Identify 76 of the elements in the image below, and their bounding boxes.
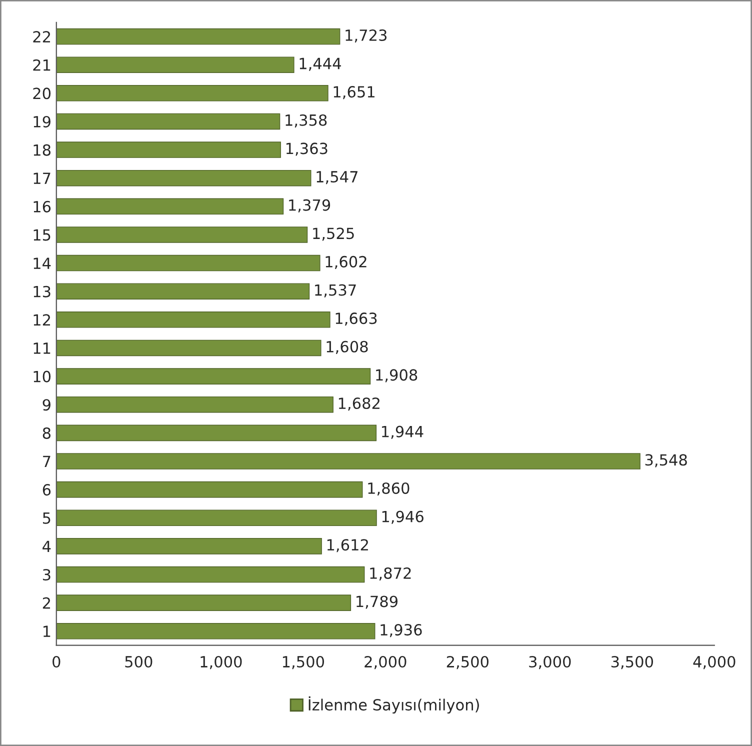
y-tick-label: 2	[42, 597, 50, 609]
bar	[56, 340, 322, 356]
legend-label: İzlenme Sayısı(milyon)	[308, 696, 479, 714]
bar	[56, 113, 280, 130]
y-tick-label: 5	[43, 512, 50, 524]
y-tick-label: 8	[42, 427, 50, 439]
y-tick-label: 13	[34, 286, 50, 298]
y-tick-label: 16	[34, 200, 51, 212]
bar	[56, 312, 330, 328]
bar	[56, 198, 284, 215]
bar	[56, 142, 281, 158]
y-tick-label: 20	[33, 88, 51, 100]
data-label: 1,651	[334, 86, 374, 100]
x-tick-label: 2,000	[364, 656, 406, 670]
data-label: 1,872	[370, 567, 411, 580]
y-tick-label: 9	[42, 399, 50, 411]
data-label: 1,789	[356, 596, 398, 609]
bar	[56, 622, 376, 640]
bar	[56, 424, 377, 442]
bar	[56, 396, 334, 413]
data-label: 1,663	[336, 312, 377, 326]
x-tick-label: 1,000	[200, 656, 242, 670]
bar	[56, 481, 363, 498]
y-tick-label: 4	[42, 540, 51, 552]
data-label: 1,602	[326, 256, 366, 270]
x-tick-label: 3,500	[611, 656, 654, 670]
data-label: 1,547	[316, 171, 358, 184]
y-tick-label: 11	[34, 342, 50, 354]
bar	[56, 510, 377, 526]
y-tick-label: 21	[33, 59, 50, 71]
bar	[56, 453, 640, 470]
data-label: 1,525	[313, 228, 354, 241]
y-tick-label: 22	[33, 31, 50, 42]
y-tick-label: 1	[43, 626, 50, 637]
data-label: 1,723	[346, 29, 387, 43]
y-tick-label: 6	[42, 484, 51, 496]
data-label: 1,358	[286, 114, 327, 128]
data-label: 1,860	[368, 482, 410, 496]
data-label: 1,936	[380, 624, 422, 638]
bar	[56, 56, 294, 73]
y-tick-label: 15	[34, 229, 50, 241]
bar	[56, 594, 352, 611]
data-label: 1,908	[376, 369, 418, 382]
y-tick-label: 3	[42, 568, 50, 581]
data-label: 1,537	[315, 284, 356, 298]
bar	[56, 226, 308, 243]
data-label: 3,548	[645, 454, 687, 468]
data-label: 1,946	[382, 510, 424, 524]
x-tick-label: 2,500	[446, 656, 489, 670]
bar	[56, 254, 320, 272]
y-tick-label: 14	[34, 258, 51, 269]
y-tick-label: 7	[43, 456, 50, 468]
data-label: 1,612	[327, 539, 368, 552]
bar	[56, 566, 365, 583]
y-tick-label: 12	[34, 314, 50, 326]
bar	[56, 28, 340, 45]
bar	[56, 283, 310, 300]
y-tick-label: 18	[34, 144, 50, 156]
bar	[56, 538, 322, 554]
data-label: 1,444	[300, 58, 341, 71]
x-tick-label: 4,000	[693, 656, 736, 670]
data-label: 1,608	[326, 340, 368, 354]
y-tick-label: 17	[34, 172, 50, 184]
bar	[56, 170, 312, 186]
data-label: 1,379	[289, 199, 330, 212]
bar	[56, 368, 371, 384]
data-label: 1,682	[338, 397, 380, 411]
x-tick-label: 0	[52, 656, 60, 668]
x-tick-label: 3,000	[529, 656, 571, 670]
y-tick-label: 19	[34, 116, 50, 128]
data-label: 1,944	[382, 426, 424, 439]
y-tick-label: 10	[34, 370, 51, 382]
x-tick-label: 1,500	[282, 656, 324, 670]
bar	[56, 85, 328, 102]
x-tick-label: 500	[125, 656, 152, 668]
data-label: 1,363	[286, 142, 328, 156]
